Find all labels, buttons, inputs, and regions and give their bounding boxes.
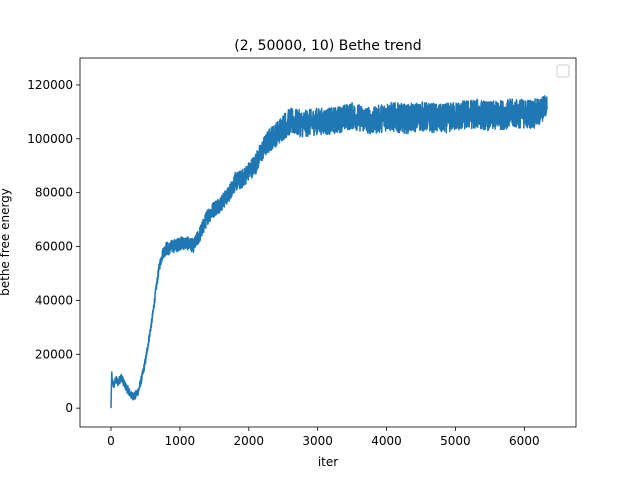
x-tick-label: 6000	[509, 434, 540, 448]
y-tick-label: 80000	[35, 186, 73, 200]
y-axis-ticks: 0 20000 40000 60000 80000 100000 120000	[27, 78, 80, 415]
chart-title: (2, 50000, 10) Bethe trend	[234, 38, 421, 54]
y-tick-label: 120000	[27, 78, 73, 92]
y-tick-label: 0	[65, 401, 73, 415]
x-tick-label: 0	[107, 434, 115, 448]
x-tick-label: 1000	[165, 434, 196, 448]
x-tick-label: 3000	[302, 434, 333, 448]
x-tick-label: 5000	[440, 434, 471, 448]
x-axis-label: iter	[318, 455, 338, 469]
y-tick-label: 40000	[35, 293, 73, 307]
y-tick-label: 60000	[35, 240, 73, 254]
legend-box	[556, 64, 570, 78]
axes-frame	[79, 57, 577, 428]
y-tick-label: 20000	[35, 347, 73, 361]
x-tick-label: 4000	[371, 434, 402, 448]
series-layer	[110, 95, 548, 409]
series-line	[110, 95, 548, 409]
y-tick-label: 100000	[27, 132, 73, 146]
x-tick-label: 2000	[234, 434, 265, 448]
plot-area: 0 1000 2000 3000 4000 5000 6000 0 20000 40000 600…	[27, 57, 577, 448]
x-axis-ticks: 0 1000 2000 3000 4000 5000 6000	[107, 427, 540, 448]
y-axis-label: bethe free energy	[0, 188, 12, 296]
